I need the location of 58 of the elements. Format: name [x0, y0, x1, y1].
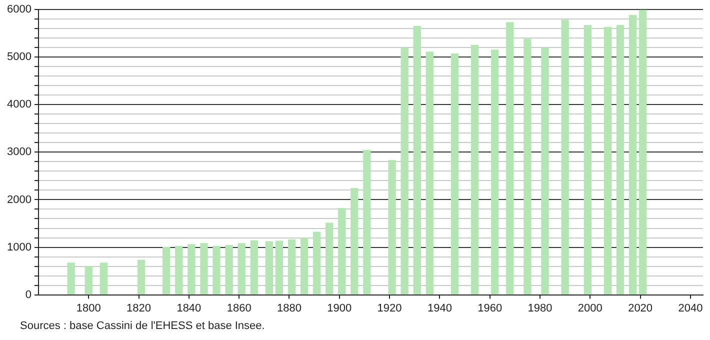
- y-tick-label: 5000: [6, 51, 32, 64]
- y-tick-label: 4000: [6, 98, 32, 111]
- bar: [561, 20, 569, 295]
- bar: [100, 262, 108, 295]
- x-tick-label: 1820: [126, 302, 152, 314]
- x-tick-label: 1880: [276, 302, 302, 314]
- bar: [84, 266, 92, 295]
- x-tick-label: 2020: [628, 302, 653, 314]
- bar: [188, 244, 196, 295]
- bar: [200, 243, 208, 295]
- x-tick-label: 1840: [176, 302, 202, 314]
- bar: [426, 52, 434, 295]
- x-tick-label: 1800: [76, 302, 101, 314]
- bar: [212, 246, 220, 295]
- bar: [225, 245, 233, 295]
- bar: [491, 50, 499, 295]
- bar: [400, 48, 408, 295]
- source-note: Sources : base Cassini de l'EHESS et base Insee.: [20, 320, 265, 332]
- bar: [638, 10, 647, 295]
- bar: [250, 240, 258, 295]
- bar: [628, 14, 637, 295]
- bar: [175, 246, 183, 295]
- bar: [604, 26, 612, 295]
- bar: [524, 38, 532, 295]
- bar: [388, 160, 396, 295]
- bar: [616, 24, 624, 295]
- y-tick-label: 1000: [6, 241, 32, 254]
- bar: [312, 232, 321, 295]
- bar: [470, 44, 479, 295]
- bar: [363, 150, 371, 295]
- bar: [450, 53, 459, 295]
- x-tick-label: 1900: [327, 302, 352, 314]
- bar: [413, 26, 421, 295]
- y-tick-label: 3000: [6, 146, 32, 158]
- y-tick-label: 2000: [6, 194, 32, 206]
- x-tick-label: 2000: [578, 302, 602, 314]
- x-tick-label: 1940: [427, 302, 452, 314]
- bar: [288, 239, 296, 295]
- y-tick-label: 6000: [6, 4, 32, 16]
- bar: [506, 22, 514, 295]
- bar: [350, 188, 358, 295]
- bar: [238, 243, 246, 295]
- x-tick-label: 1860: [226, 302, 252, 314]
- bar: [326, 222, 334, 295]
- bar: [300, 238, 308, 295]
- bar: [584, 24, 592, 295]
- bar: [541, 48, 549, 295]
- bar: [67, 262, 75, 295]
- y-tick-label: 0: [25, 288, 32, 301]
- x-tick-label: 1920: [377, 302, 402, 314]
- x-tick-label: 1960: [478, 302, 502, 314]
- bar: [265, 241, 274, 295]
- x-tick-label: 1980: [528, 302, 552, 314]
- bar: [338, 208, 346, 295]
- x-tick-label: 2040: [678, 302, 703, 314]
- bar: [162, 246, 170, 295]
- bar: [275, 240, 284, 295]
- bar: [137, 260, 146, 295]
